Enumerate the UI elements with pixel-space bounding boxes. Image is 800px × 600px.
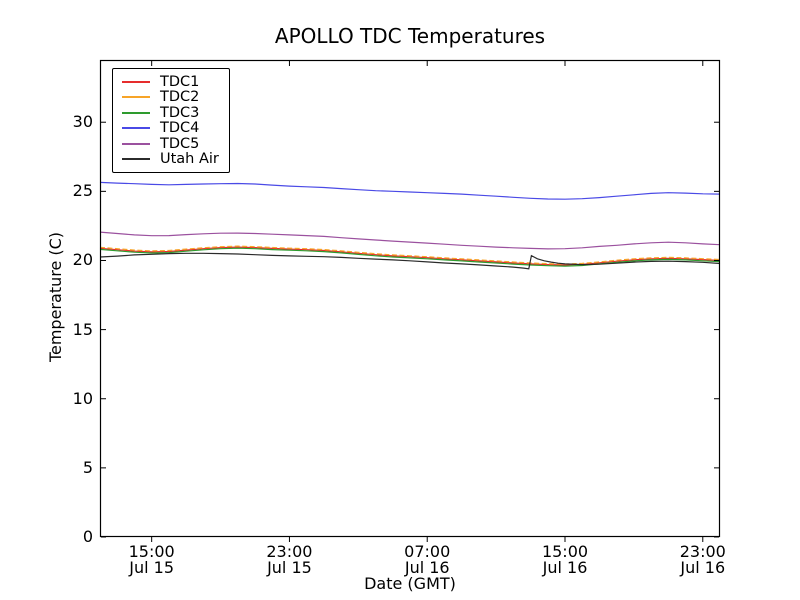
series-line-tdc3 <box>99 247 721 267</box>
y-tick-label: 10 <box>72 388 93 408</box>
legend-item-tdc4: TDC4 <box>122 120 219 137</box>
chart-title: APOLLO TDC Temperatures <box>274 24 546 48</box>
series-line-tdc5 <box>99 231 721 250</box>
plot-border <box>99 59 721 538</box>
x-tick-label: 07:00 Jul 16 <box>379 544 475 576</box>
plot-area <box>99 59 721 542</box>
legend-line-sample <box>122 111 150 114</box>
x-tick-label: 15:00 Jul 15 <box>104 544 200 576</box>
legend-line-sample <box>122 80 150 83</box>
x-axis-label: Date (GMT) <box>364 574 456 593</box>
x-tick-time: 23:00 <box>679 542 726 561</box>
legend-item-tdc1: TDC1 <box>122 74 219 90</box>
legend: TDC1 TDC2 TDC3 TDC4 TDC5 Utah Air <box>112 68 230 173</box>
x-tick-label: 23:00 Jul 16 <box>655 544 751 576</box>
x-tick-date: Jul 16 <box>680 558 726 577</box>
legend-item-utah-air: Utah Air <box>122 151 219 168</box>
legend-label: Utah Air <box>160 151 219 168</box>
y-tick-label: 15 <box>72 319 93 339</box>
y-tick-label: 25 <box>72 181 93 201</box>
x-tick-time: 23:00 <box>266 542 313 561</box>
x-tick-label: 15:00 Jul 16 <box>517 544 613 576</box>
x-tick-time: 15:00 <box>128 542 175 561</box>
y-tick-label: 5 <box>82 457 93 477</box>
series-line-tdc4 <box>99 181 721 200</box>
legend-line-sample <box>122 158 150 161</box>
legend-item-tdc2: TDC2 <box>122 89 219 106</box>
legend-label: TDC2 <box>160 89 200 106</box>
series-line-tdc1 <box>99 246 721 266</box>
y-tick-label: 0 <box>82 527 93 546</box>
series-line-tdc2 <box>99 245 721 265</box>
legend-line-sample <box>122 142 150 145</box>
x-tick-date: Jul 16 <box>404 558 450 577</box>
x-tick-time: 07:00 <box>404 542 451 561</box>
legend-item-tdc3: TDC3 <box>122 105 219 121</box>
series-line-utah-air <box>99 252 721 270</box>
y-tick-label: 20 <box>72 250 93 270</box>
x-tick-date: Jul 15 <box>129 558 175 577</box>
y-axis-label: Temperature (C) <box>45 231 65 363</box>
x-tick-date: Jul 15 <box>267 558 312 577</box>
legend-label: TDC5 <box>160 135 200 152</box>
legend-label: TDC1 <box>160 73 200 90</box>
x-tick-time: 15:00 <box>541 542 589 561</box>
legend-line-sample <box>122 127 150 130</box>
legend-label: TDC4 <box>160 120 200 137</box>
legend-item-tdc5: TDC5 <box>122 136 219 152</box>
legend-line-sample <box>122 96 150 99</box>
x-tick-date: Jul 16 <box>542 558 588 577</box>
x-tick-label: 23:00 Jul 15 <box>241 544 337 576</box>
legend-label: TDC3 <box>160 104 200 121</box>
y-tick-label: 30 <box>72 112 93 132</box>
